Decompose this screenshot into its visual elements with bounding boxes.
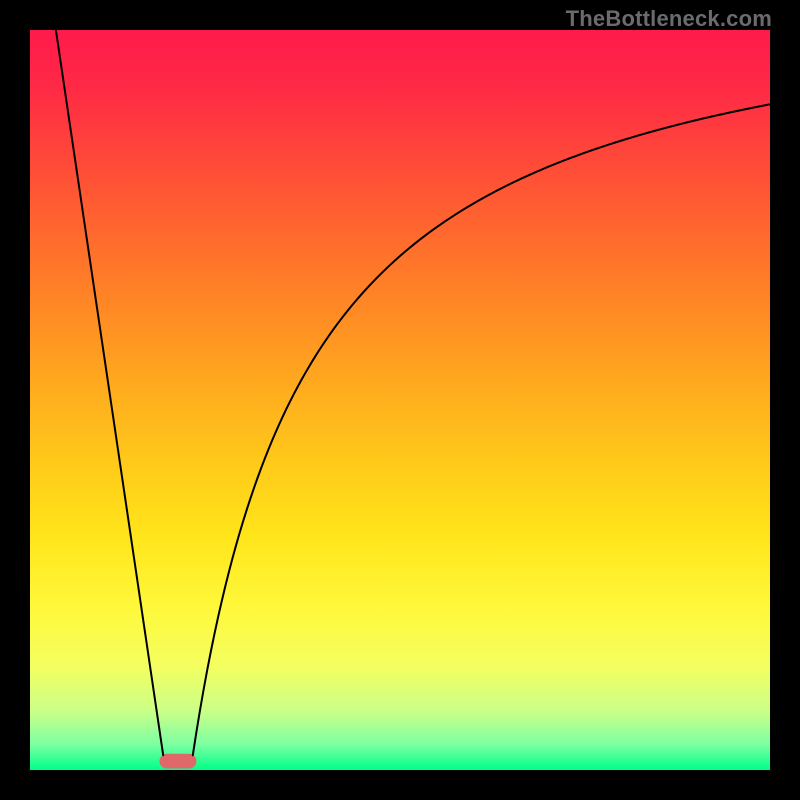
bottleneck-chart — [0, 0, 800, 800]
valley-marker — [160, 754, 197, 769]
chart-container: { "watermark": "TheBottleneck.com", "cha… — [0, 0, 800, 800]
watermark-text: TheBottleneck.com — [566, 6, 772, 32]
plot-background — [30, 30, 770, 770]
